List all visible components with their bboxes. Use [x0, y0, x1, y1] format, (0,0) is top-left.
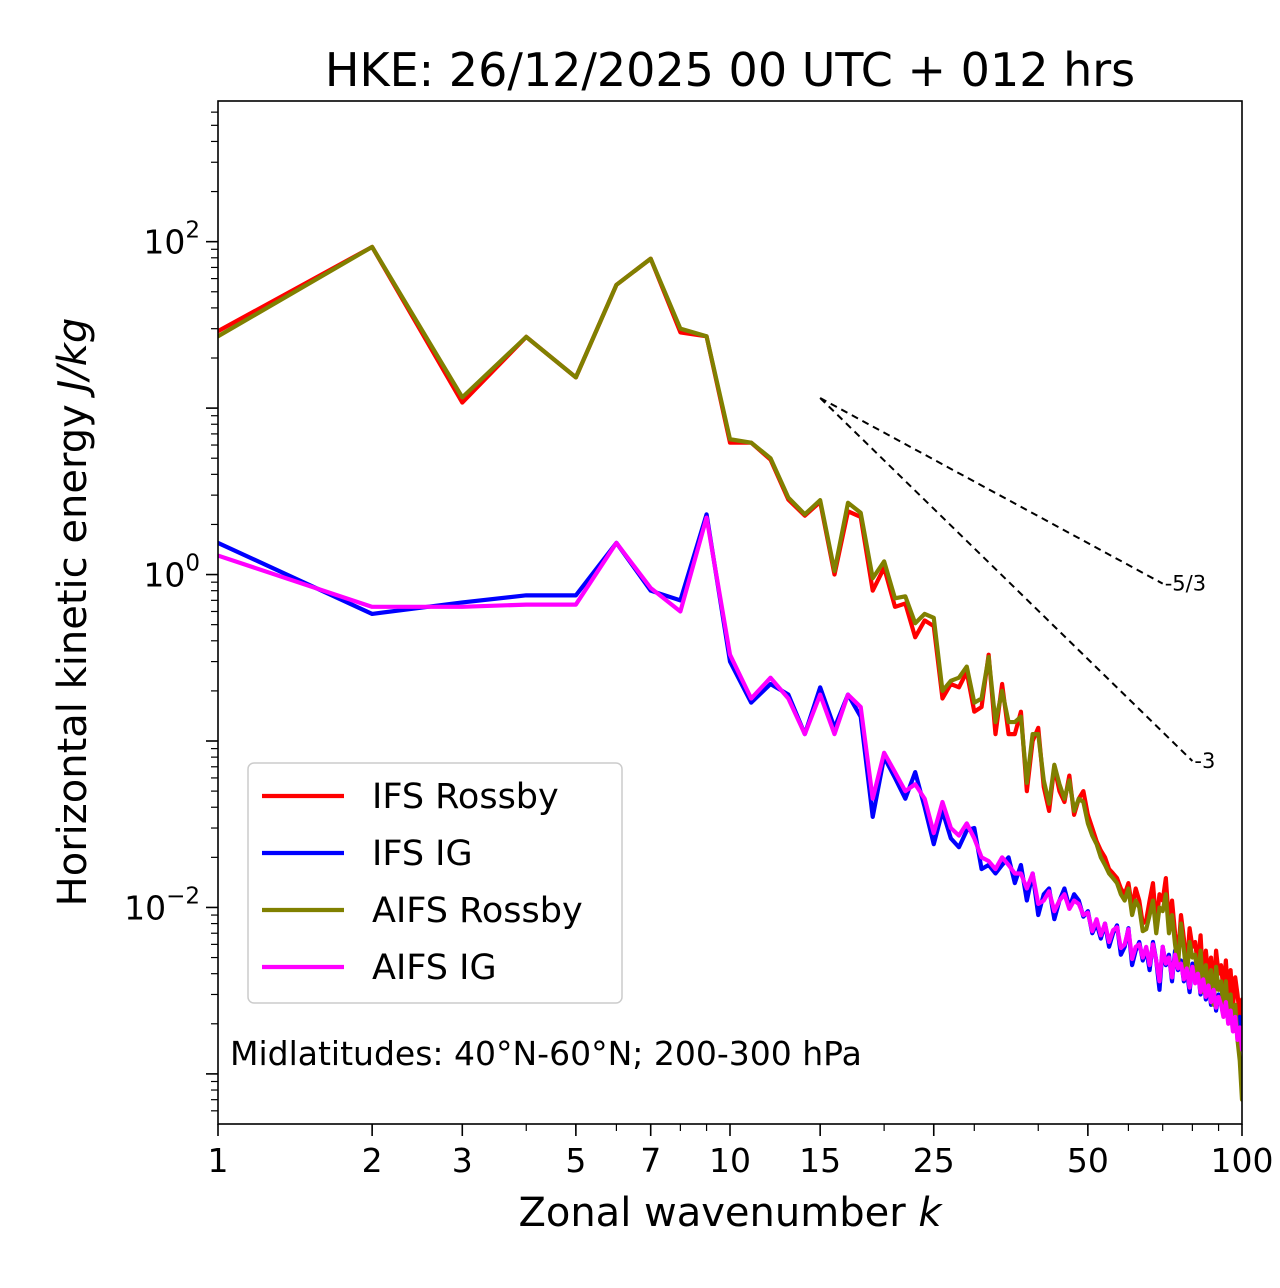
y-axis-title: Horizontal kinetic energy J/kg — [50, 318, 96, 907]
reference-slopes — [819, 397, 1194, 762]
plot-frame — [217, 100, 1243, 1125]
region-annotation: Midlatitudes: 40°N-60°N; 200-300 hPa — [230, 1034, 862, 1073]
y-tick-label: 100 — [143, 551, 200, 595]
reference-slope-line — [819, 397, 1164, 585]
y-tick-label-exponent: 0 — [185, 551, 200, 577]
y-tick-label-exponent: −2 — [166, 883, 200, 909]
reference-slope-label: -3 — [1194, 749, 1215, 773]
series-line-aifs-ig — [218, 515, 1242, 1052]
legend-label-aifs-rossby: AIFS Rossby — [372, 891, 583, 931]
y-tick-label-base: 10 — [143, 556, 185, 595]
x-tick-label: 25 — [913, 1141, 955, 1180]
reference-slope-line — [819, 397, 1194, 762]
series-layer — [218, 244, 1242, 1102]
y-tick-label: 10−2 — [124, 883, 200, 927]
x-tick-label: 2 — [362, 1141, 383, 1180]
legend: IFS Rossby IFS IG AIFS Rossby AIFS IG — [247, 762, 623, 1004]
legend-label-ifs-rossby: IFS Rossby — [372, 777, 559, 817]
x-tick-label: 100 — [1211, 1141, 1274, 1180]
slope-labels: -5/3 -3 — [1165, 572, 1216, 773]
x-axis-title: Zonal wavenumber k — [518, 1190, 943, 1236]
y-axis-title-main: Horizontal kinetic energy — [50, 392, 96, 907]
x-tick-label: 5 — [565, 1141, 586, 1180]
x-tick-label: 15 — [799, 1141, 841, 1180]
x-axis: 1 2 3 5 7 10 15 25 50 100 — [208, 1124, 1274, 1180]
legend-label-aifs-ig: AIFS IG — [372, 948, 497, 988]
y-tick-label-base: 10 — [143, 223, 185, 262]
x-axis-title-main: Zonal wavenumber — [518, 1190, 918, 1236]
x-tick-label: 1 — [208, 1141, 229, 1180]
x-tick-label: 50 — [1067, 1141, 1109, 1180]
y-axis-title-unit: J/kg — [50, 318, 96, 399]
y-tick-label: 102 — [143, 218, 200, 262]
x-axis-title-variable: k — [918, 1190, 943, 1236]
y-tick-label-exponent: 2 — [185, 218, 200, 244]
reference-slope-label: -5/3 — [1165, 572, 1206, 596]
series-line-aifs-rossby — [218, 244, 1242, 1102]
legend-box — [247, 762, 623, 1004]
chart-title: HKE: 26/12/2025 00 UTC + 012 hrs — [325, 43, 1135, 97]
x-tick-label: 7 — [640, 1141, 661, 1180]
x-tick-label: 10 — [709, 1141, 751, 1180]
y-tick-label-base: 10 — [124, 888, 166, 927]
legend-label-ifs-ig: IFS IG — [372, 834, 473, 874]
plot-area — [218, 244, 1242, 1102]
x-tick-label: 3 — [452, 1141, 473, 1180]
